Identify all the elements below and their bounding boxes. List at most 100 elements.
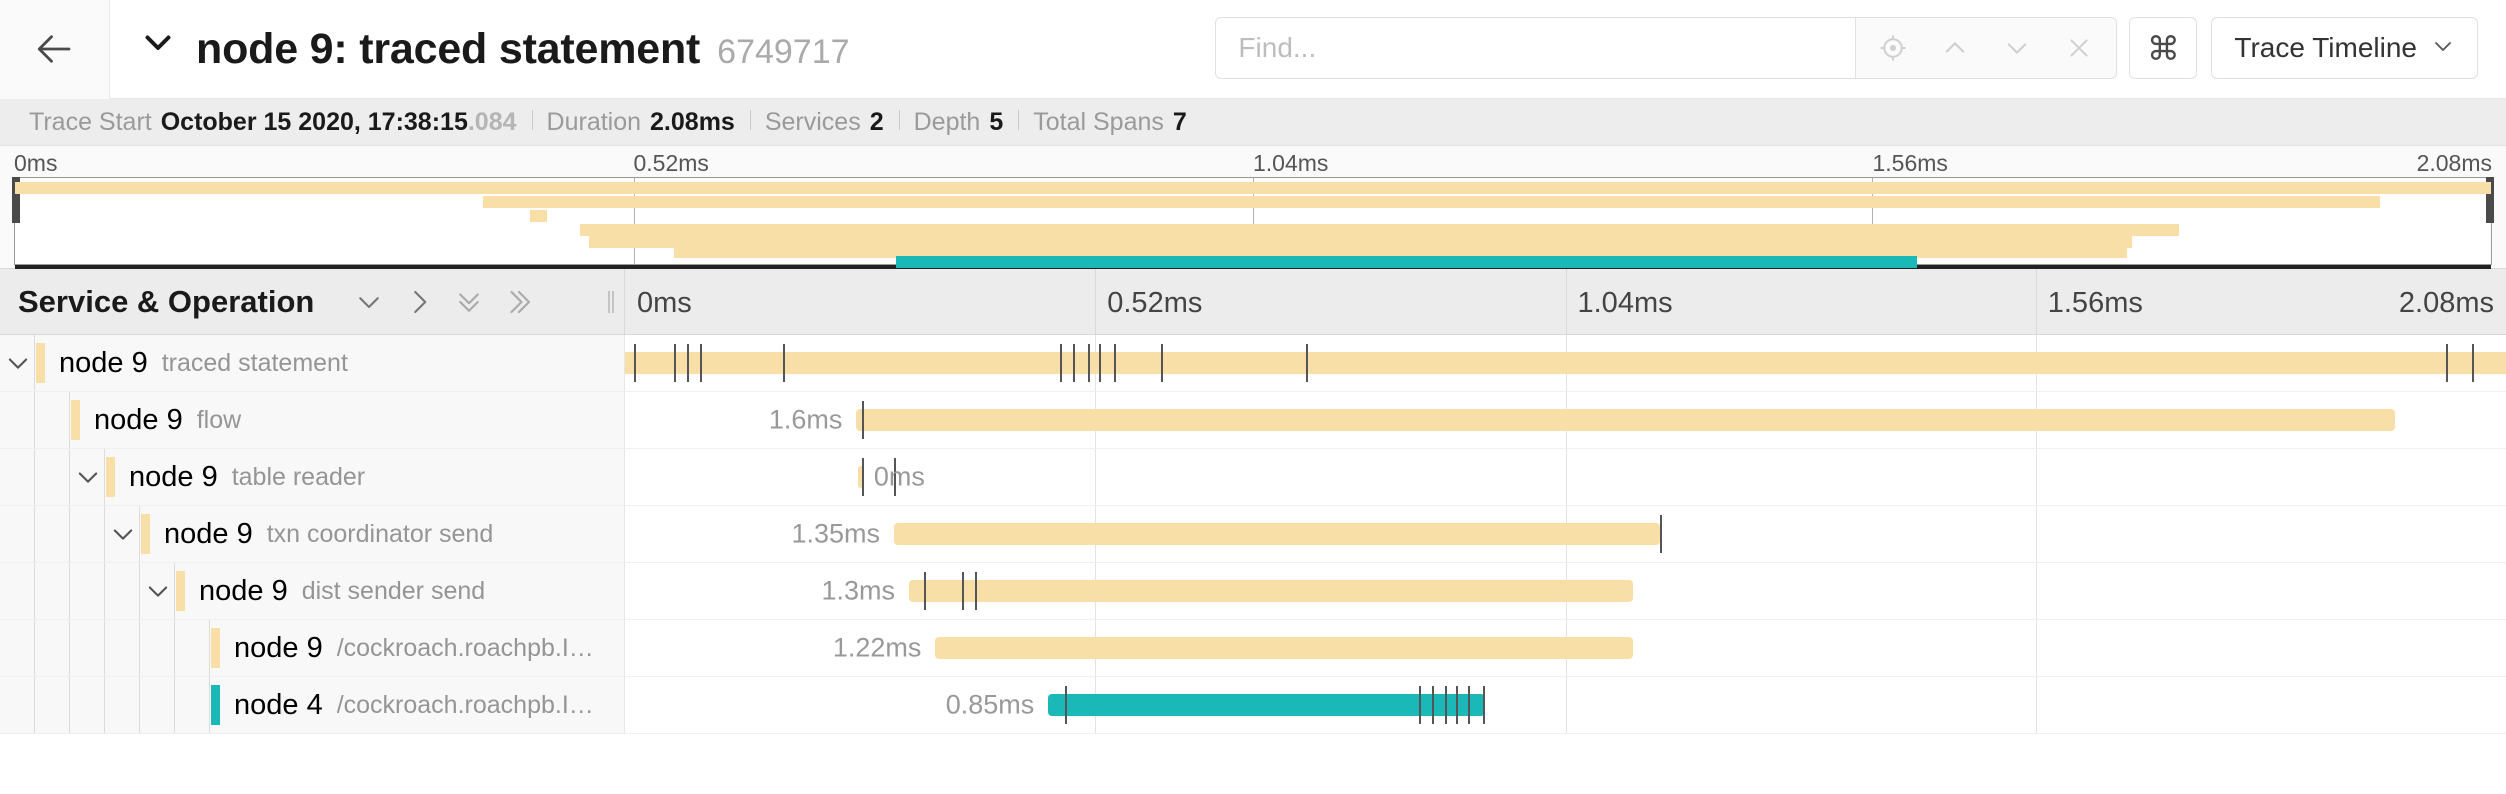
minimap-canvas[interactable] (12, 177, 2494, 270)
clear-search-close-icon[interactable] (2048, 18, 2110, 78)
span-log-marker[interactable] (1418, 686, 1421, 724)
span-row-content: node 9 table reader (70, 449, 365, 505)
collapse-one-chevron-down-icon[interactable] (354, 287, 384, 317)
span-log-marker[interactable] (862, 401, 864, 439)
next-match-chevron-down-icon[interactable] (1986, 18, 2048, 78)
timeline-column-header: Service & Operation (0, 269, 2506, 335)
span-bar-cell[interactable]: 0ms (625, 449, 2506, 505)
span-service-name: node 9 (199, 574, 288, 607)
span-log-marker[interactable] (1065, 686, 1068, 724)
span-row[interactable]: node 9 dist sender send 1.3ms (0, 563, 2506, 620)
trace-title-chevron-down-icon[interactable] (140, 24, 176, 60)
search-input[interactable] (1215, 17, 1856, 79)
span-log-marker[interactable] (783, 344, 785, 382)
column-resize-handle[interactable] (608, 290, 618, 313)
view-mode-select[interactable]: Trace Timeline (2211, 17, 2478, 79)
span-duration-bar[interactable] (909, 580, 1634, 602)
span-log-marker[interactable] (1305, 344, 1308, 382)
expand-collapse-chevron-down-icon[interactable] (70, 449, 106, 505)
span-log-marker[interactable] (1467, 686, 1470, 724)
timeline-tick-label: 0.52ms (1107, 287, 1203, 319)
span-log-marker[interactable] (700, 344, 703, 382)
span-duration-label: 0.85ms (945, 689, 1035, 720)
span-log-marker[interactable] (687, 344, 690, 382)
expand-spacer (175, 677, 211, 733)
span-row[interactable]: node 9 flow 1.6ms (0, 392, 2506, 449)
service-operation-header: Service & Operation (0, 269, 625, 334)
span-row[interactable]: node 4/cockroach.roachpb.I… 0.85ms (0, 677, 2506, 734)
trace-minimap[interactable]: 0ms 0.52ms 1.04ms 1.56ms 2.08ms (0, 146, 2506, 270)
span-duration-bar[interactable] (858, 466, 864, 488)
span-bar-cell[interactable]: 1.6ms (625, 392, 2506, 448)
service-color-swatch (141, 514, 150, 554)
span-log-marker[interactable] (1072, 344, 1075, 382)
span-row[interactable]: node 9 table reader 0ms (0, 449, 2506, 506)
expand-all-double-chevron-right-icon[interactable] (504, 287, 534, 317)
span-row-label-cell[interactable]: node 9/cockroach.roachpb.I… (0, 620, 625, 676)
span-log-marker[interactable] (862, 458, 864, 496)
indent-guide (175, 677, 210, 733)
indent-guide (105, 677, 140, 733)
span-duration-label: 1.3ms (821, 575, 896, 606)
span-row-label-cell[interactable]: node 9 traced statement (0, 335, 625, 391)
prev-match-chevron-up-icon[interactable] (1924, 18, 1986, 78)
span-bar-cell[interactable]: 1.22ms (625, 620, 2506, 676)
span-log-marker[interactable] (961, 572, 964, 610)
span-row[interactable]: node 9 txn coordinator send 1.35ms (0, 506, 2506, 563)
span-log-marker[interactable] (673, 344, 676, 382)
span-log-marker[interactable] (1659, 515, 1662, 553)
span-row-label-cell[interactable]: node 9 dist sender send (0, 563, 625, 619)
span-row-label-cell[interactable]: node 9 table reader (0, 449, 625, 505)
span-log-marker[interactable] (1445, 686, 1448, 724)
page-title: node 9: traced statement (196, 24, 701, 73)
span-row[interactable]: node 9 traced statement (0, 335, 2506, 392)
span-log-marker[interactable] (893, 458, 896, 496)
minimap-drag-handle-left[interactable] (12, 177, 20, 223)
expand-collapse-chevron-down-icon[interactable] (140, 563, 176, 619)
expand-collapse-chevron-down-icon[interactable] (0, 335, 36, 391)
span-log-marker[interactable] (924, 572, 927, 610)
expand-one-chevron-right-icon[interactable] (404, 287, 434, 317)
span-duration-bar[interactable] (1048, 694, 1485, 716)
trace-title-block: node 9: traced statement 6749717 (110, 25, 850, 74)
timeline-tick-rule (1095, 269, 1097, 334)
span-log-marker[interactable] (1482, 686, 1485, 724)
meta-duration: Duration 2.08ms (531, 108, 750, 137)
span-row-label-cell[interactable]: node 9 flow (0, 392, 625, 448)
service-color-swatch (36, 343, 45, 383)
span-bar-cell[interactable]: 1.35ms (625, 506, 2506, 562)
collapse-controls (354, 287, 534, 317)
span-log-marker[interactable] (1114, 344, 1117, 382)
span-log-marker[interactable] (1431, 686, 1434, 724)
minimap-span-bar (579, 224, 2179, 236)
span-log-marker[interactable] (1456, 686, 1459, 724)
span-bar-cell[interactable] (625, 335, 2506, 391)
span-row-label-cell[interactable]: node 4/cockroach.roachpb.I… (0, 677, 625, 733)
back-button[interactable] (0, 0, 110, 99)
span-duration-bar[interactable] (625, 352, 2506, 374)
span-log-marker[interactable] (1087, 344, 1090, 382)
span-log-marker[interactable] (1161, 344, 1164, 382)
span-duration-bar[interactable] (856, 409, 2396, 431)
focus-match-icon[interactable] (1862, 18, 1924, 78)
span-duration-bar[interactable] (893, 523, 1660, 545)
keyboard-shortcuts-button[interactable]: ⌘ (2129, 17, 2198, 79)
span-log-marker[interactable] (2472, 344, 2475, 382)
span-log-marker[interactable] (1099, 344, 1101, 382)
span-log-marker[interactable] (1059, 344, 1062, 382)
minimap-span-bar (482, 196, 2380, 208)
span-log-marker[interactable] (974, 572, 977, 610)
collapse-all-double-chevron-down-icon[interactable] (454, 287, 484, 317)
span-log-marker[interactable] (2445, 344, 2448, 382)
meta-total-spans: Total Spans 7 (1018, 108, 1202, 137)
indent-guides (0, 449, 105, 505)
span-row-label-cell[interactable]: node 9 txn coordinator send (0, 506, 625, 562)
span-log-marker[interactable] (634, 344, 637, 382)
span-row[interactable]: node 9/cockroach.roachpb.I… 1.22ms (0, 620, 2506, 677)
span-duration-bar[interactable] (935, 637, 1634, 659)
span-bar-cell[interactable]: 0.85ms (625, 677, 2506, 733)
minimap-drag-handle-right[interactable] (2486, 177, 2494, 223)
meta-label: Depth (913, 107, 981, 136)
span-bar-cell[interactable]: 1.3ms (625, 563, 2506, 619)
expand-collapse-chevron-down-icon[interactable] (105, 506, 141, 562)
